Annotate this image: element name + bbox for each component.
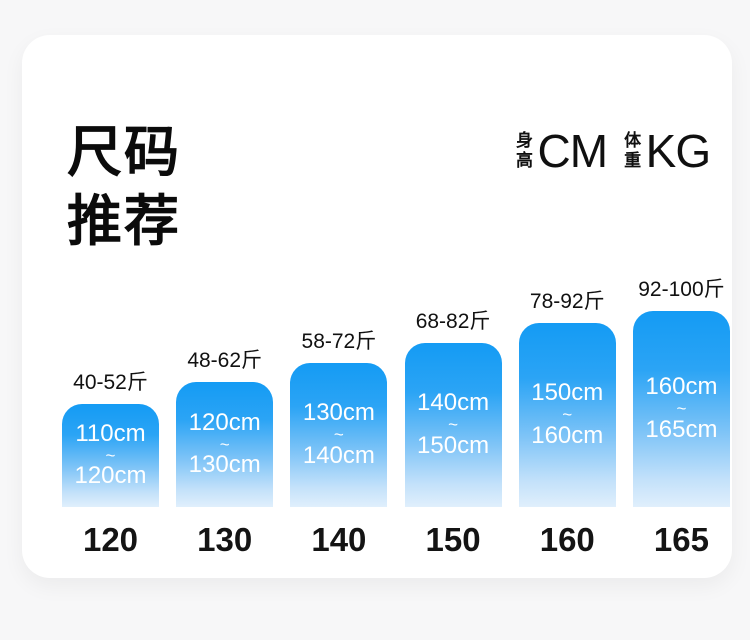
size-column-130: 48-62斤 120cm ~ 130cm 130	[176, 273, 274, 559]
size-recommendation-card: 尺码 推荐 身高 CM 体重 KG 40-52斤 110cm ~ 120cm	[22, 35, 732, 578]
tilde-separator: ~	[562, 405, 573, 425]
size-bar-chart: 40-52斤 110cm ~ 120cm 120 48-62斤 120cm ~	[62, 273, 730, 559]
bar-zone: 78-92斤 150cm ~ 160cm	[518, 273, 616, 507]
size-value-label: 165	[653, 521, 709, 558]
tilde-separator: ~	[105, 445, 116, 465]
size-value-label: 120	[82, 521, 139, 558]
height-to: 160cm	[531, 421, 604, 449]
size-bar: 110cm ~ 120cm	[62, 404, 159, 507]
legend-height-unit: CM	[537, 125, 609, 177]
tilde-separator: ~	[219, 434, 230, 454]
height-range-label: 110cm ~ 120cm	[74, 419, 147, 490]
legend-weight-unit: KG	[645, 125, 711, 177]
legend-weight-label: 体重	[624, 130, 642, 170]
weight-range-label: 40-52斤	[73, 371, 148, 394]
height-to: 120cm	[74, 462, 147, 490]
size-column-120: 40-52斤 110cm ~ 120cm 120	[62, 273, 159, 559]
height-from: 110cm	[75, 419, 146, 447]
weight-range-label: 48-62斤	[187, 349, 263, 372]
size-bar: 160cm ~ 165cm	[632, 311, 730, 507]
legend-weight: 体重 KG	[624, 125, 711, 177]
height-range-label: 150cm ~ 160cm	[531, 380, 603, 449]
size-bar: 120cm ~ 130cm	[176, 382, 274, 507]
bar-zone: 48-62斤 120cm ~ 130cm	[176, 273, 274, 507]
tilde-separator: ~	[333, 425, 344, 445]
size-column-165: 92-100斤 160cm ~ 165cm 165	[632, 273, 730, 559]
weight-range-label: 78-92斤	[529, 290, 605, 313]
weight-range-label: 68-82斤	[415, 310, 491, 333]
height-from: 150cm	[531, 379, 604, 407]
size-value-label: 130	[197, 521, 253, 558]
page-title: 尺码 推荐	[67, 118, 181, 256]
height-from: 120cm	[188, 408, 261, 436]
size-column-150: 68-82斤 140cm ~ 150cm 150	[404, 273, 502, 559]
legend-height: 身高 CM	[516, 125, 609, 177]
height-from: 160cm	[645, 373, 718, 401]
size-value-label: 140	[311, 521, 367, 558]
page-title-line2: 推荐	[67, 190, 182, 252]
height-range-label: 130cm ~ 140cm	[303, 400, 375, 469]
height-from: 130cm	[302, 399, 375, 427]
bar-zone: 92-100斤 160cm ~ 165cm	[632, 273, 730, 507]
tilde-separator: ~	[676, 399, 687, 419]
height-range-label: 140cm ~ 150cm	[417, 390, 489, 459]
tilde-separator: ~	[448, 415, 459, 435]
size-bar: 130cm ~ 140cm	[290, 363, 388, 507]
size-column-160: 78-92斤 150cm ~ 160cm 160	[518, 273, 616, 559]
height-to: 165cm	[645, 415, 718, 443]
page-title-line1: 尺码	[67, 121, 182, 183]
bar-zone: 58-72斤 130cm ~ 140cm	[290, 273, 388, 507]
height-to: 130cm	[188, 451, 261, 479]
height-range-label: 160cm ~ 165cm	[645, 374, 717, 443]
height-from: 140cm	[417, 389, 490, 417]
weight-range-label: 58-72斤	[301, 330, 377, 353]
size-bar: 140cm ~ 150cm	[404, 343, 502, 507]
size-value-label: 160	[539, 521, 595, 558]
size-value-label: 150	[425, 521, 481, 558]
weight-range-label: 92-100斤	[638, 278, 725, 301]
legend-height-label: 身高	[516, 130, 533, 170]
height-to: 140cm	[302, 441, 375, 469]
bar-zone: 68-82斤 140cm ~ 150cm	[404, 273, 502, 507]
size-bar: 150cm ~ 160cm	[518, 323, 616, 507]
size-column-140: 58-72斤 130cm ~ 140cm 140	[290, 273, 388, 559]
height-to: 150cm	[417, 431, 490, 459]
bar-zone: 40-52斤 110cm ~ 120cm	[62, 273, 159, 507]
height-range-label: 120cm ~ 130cm	[188, 408, 261, 479]
units-legend: 身高 CM 体重 KG	[516, 125, 711, 177]
